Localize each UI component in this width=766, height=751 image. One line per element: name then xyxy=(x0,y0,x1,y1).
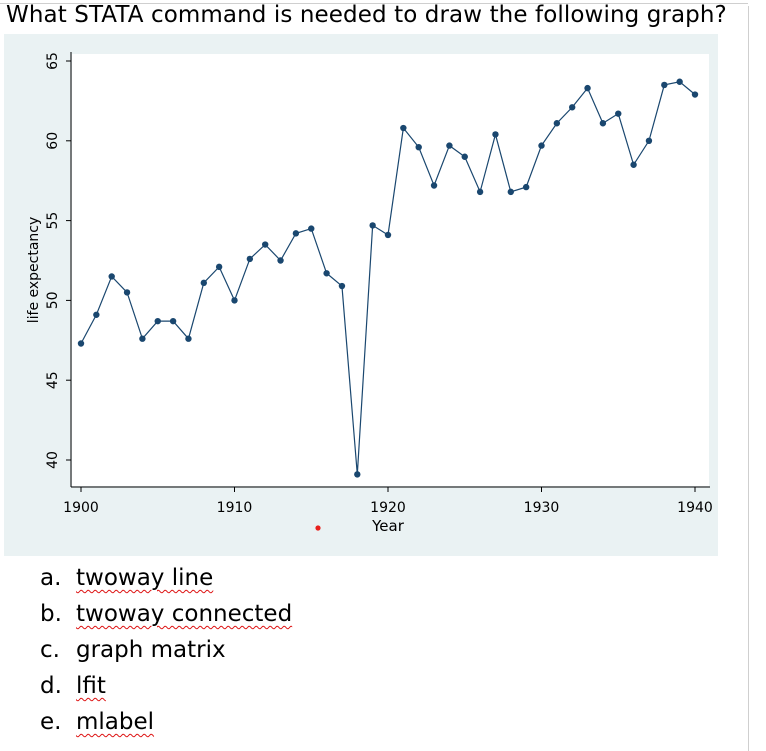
option-letter: b. xyxy=(40,601,62,627)
data-point-1904 xyxy=(139,335,146,342)
data-point-1926 xyxy=(476,188,484,196)
data-point-1906 xyxy=(169,317,177,325)
life-expectancy-chart: 40 45 50 55 60 65 1900 1910 1920 1930 1940 life e… xyxy=(26,52,713,535)
data-point-1900 xyxy=(77,340,85,347)
option-e[interactable]: e. mlabel xyxy=(40,704,292,740)
data-point-1939 xyxy=(676,78,683,85)
data-point-1914 xyxy=(292,230,300,237)
data-point-1903 xyxy=(123,289,131,296)
data-point-1917 xyxy=(338,282,346,290)
data-point-1908 xyxy=(200,279,207,287)
y-tick-label: 55 xyxy=(45,212,61,230)
top-rule xyxy=(0,3,748,4)
x-axis-title: Year xyxy=(371,517,405,535)
answer-options: a. twoway line b. twoway connected c. graph… xyxy=(40,560,292,740)
data-point-1932 xyxy=(569,104,576,111)
data-point-1901 xyxy=(93,311,100,318)
x-tick-label: 1930 xyxy=(524,500,560,516)
option-b[interactable]: b. twoway connected xyxy=(40,596,292,632)
option-text: twoway connected xyxy=(76,601,293,627)
y-tick-label: 45 xyxy=(45,371,61,389)
data-point-1911 xyxy=(246,255,254,263)
data-point-1931 xyxy=(553,120,561,127)
data-point-1935 xyxy=(615,110,622,117)
option-letter: d. xyxy=(40,673,62,699)
y-axis-title: life expectancy xyxy=(26,217,42,324)
data-point-1938 xyxy=(661,81,668,89)
option-d[interactable]: d. lfit xyxy=(40,668,292,704)
data-point-1930 xyxy=(538,142,545,149)
stray-red-dot xyxy=(315,525,321,531)
plot-area xyxy=(72,54,709,486)
data-point-1913 xyxy=(277,257,284,264)
y-tick-label: 60 xyxy=(45,132,61,150)
data-point-1937 xyxy=(645,137,653,144)
option-text: twoway line xyxy=(76,565,214,591)
data-point-1902 xyxy=(108,273,115,280)
option-text: graph matrix xyxy=(76,637,226,663)
x-tick-label: 1940 xyxy=(677,500,713,516)
option-c[interactable]: c. graph matrix xyxy=(40,632,292,668)
data-point-1929 xyxy=(522,183,530,191)
y-tick-label: 50 xyxy=(45,291,61,309)
data-point-1934 xyxy=(599,120,607,127)
y-tick-label: 65 xyxy=(45,52,61,70)
data-point-1933 xyxy=(584,84,591,92)
graph-panel: 40 45 50 55 60 65 1900 1910 1920 1930 1940 life e… xyxy=(4,34,718,556)
data-point-1920 xyxy=(384,231,392,239)
data-point-1910 xyxy=(231,297,238,304)
data-point-1919 xyxy=(369,222,376,229)
option-a[interactable]: a. twoway line xyxy=(40,560,292,596)
x-tick-label: 1910 xyxy=(217,500,253,516)
data-point-1915 xyxy=(308,225,315,232)
data-point-1922 xyxy=(415,143,422,151)
option-letter: e. xyxy=(40,709,62,735)
data-point-1936 xyxy=(630,161,637,168)
data-point-1927 xyxy=(492,131,499,138)
data-point-1907 xyxy=(185,335,192,342)
data-point-1924 xyxy=(446,142,453,149)
y-tick-label: 40 xyxy=(45,451,61,469)
data-point-1928 xyxy=(507,188,514,196)
data-point-1940 xyxy=(691,91,699,98)
x-tick-label: 1900 xyxy=(63,500,99,516)
data-point-1905 xyxy=(154,317,161,325)
option-text: lfit xyxy=(76,673,106,699)
data-point-1925 xyxy=(461,153,468,160)
question-title: What STATA command is needed to draw the… xyxy=(6,2,727,28)
option-letter: a. xyxy=(40,565,62,591)
data-point-1918 xyxy=(354,471,361,478)
data-point-1921 xyxy=(400,124,407,132)
option-letter: c. xyxy=(40,637,60,663)
data-point-1909 xyxy=(215,263,223,271)
x-tick-label: 1920 xyxy=(370,500,406,516)
right-rule xyxy=(748,6,749,751)
option-text: mlabel xyxy=(76,709,155,735)
data-point-1912 xyxy=(262,241,269,248)
data-point-1916 xyxy=(323,270,330,277)
data-point-1923 xyxy=(430,182,438,189)
